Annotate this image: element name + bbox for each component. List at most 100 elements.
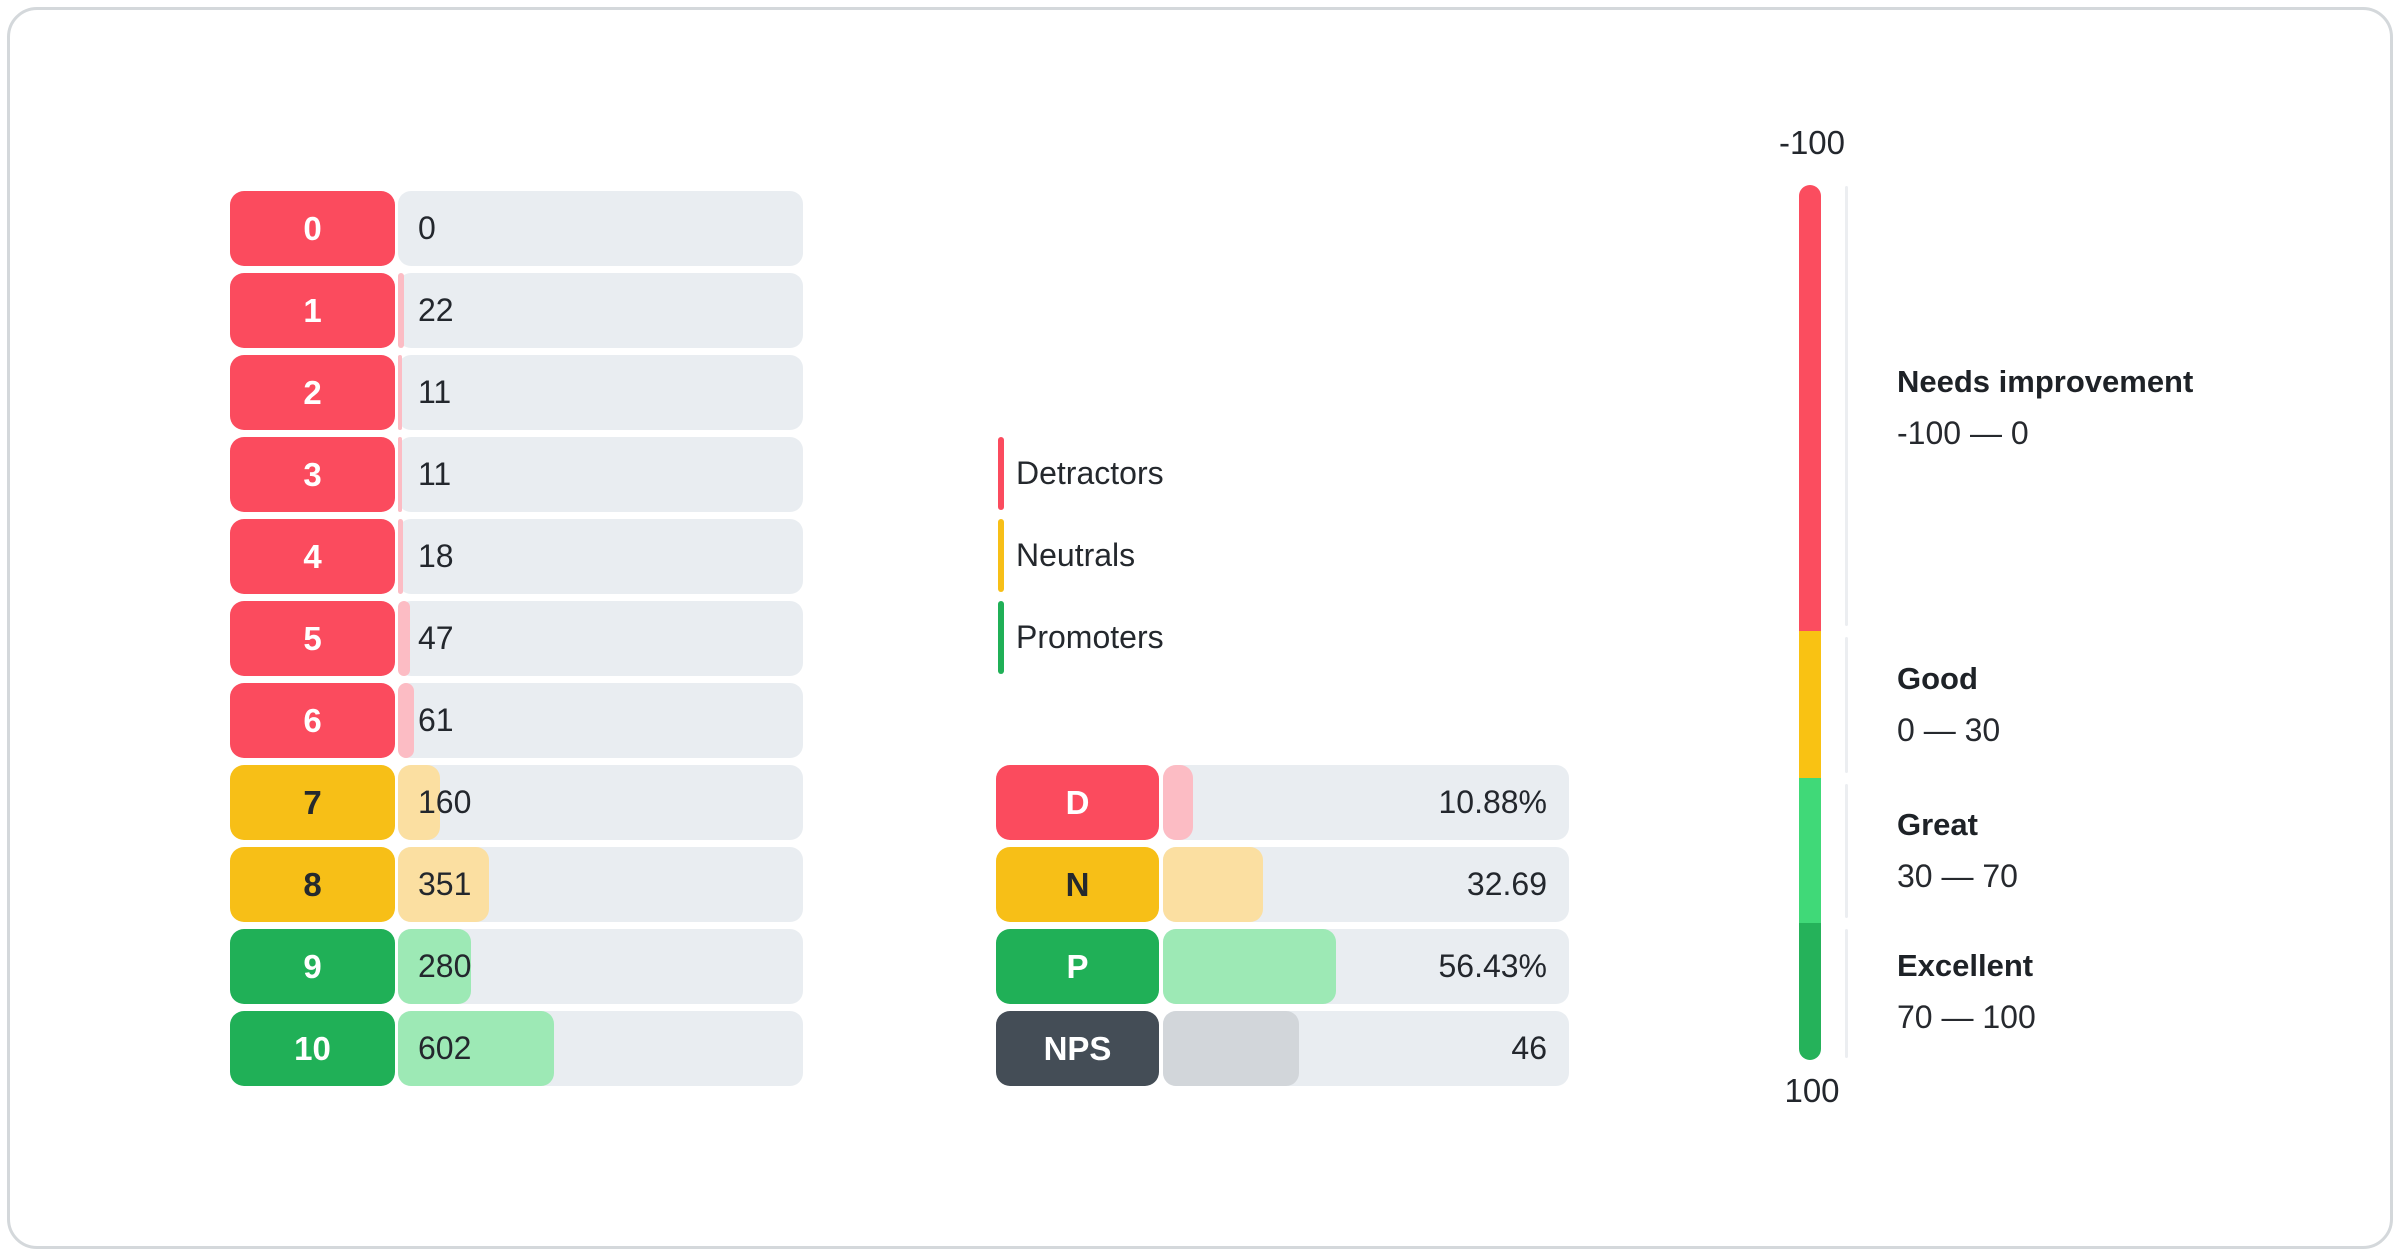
score-track [398, 273, 803, 348]
score-track [398, 437, 803, 512]
legend-swatch [998, 601, 1004, 674]
score-row: 3 11 [0, 437, 2400, 512]
gauge-tick-line [1845, 637, 1848, 773]
legend-item: Neutrals [0, 519, 2400, 592]
score-row: 5 47 [0, 601, 2400, 676]
score-fill [398, 929, 471, 1004]
score-row: 7 160 [0, 765, 2400, 840]
score-fill [398, 437, 402, 512]
summary-fill [1163, 1011, 1300, 1086]
score-row: 2 11 [0, 355, 2400, 430]
gauge-range-title: Needs improvement [1897, 364, 2194, 399]
gauge-range-values: 0 — 30 [1897, 711, 2001, 748]
score-track [398, 191, 803, 266]
score-fill [398, 273, 404, 348]
score-chip: 8 [230, 847, 395, 922]
summary-row: NPS 46 [0, 1011, 2400, 1086]
gauge-segment [1799, 923, 1821, 1060]
summary-chip: P [996, 929, 1159, 1004]
summary-value: 32.69 [1466, 866, 1547, 902]
gauge-segment [1799, 778, 1821, 923]
score-chip: 10 [230, 1011, 395, 1086]
count-label: 160 [418, 784, 472, 820]
score-fill [398, 847, 489, 922]
count-label: 61 [418, 702, 454, 738]
score-chip: 1 [230, 273, 395, 348]
gauge-min-label: 100 [1784, 1072, 1840, 1109]
gauge-segment [1799, 631, 1821, 778]
legend-item: Detractors [0, 437, 2400, 510]
summary-value: 56.43% [1438, 948, 1547, 984]
gauge-range-group: Excellent 70 — 100 [1897, 948, 2036, 1036]
gauge-range-values: -100 — 0 [1897, 415, 2029, 451]
summary-fill [1163, 847, 1264, 922]
score-row: 1 22 [0, 273, 2400, 348]
score-chip: 2 [230, 355, 395, 430]
gauge-range-title: Great [1897, 806, 1978, 842]
score-fill [398, 355, 402, 430]
score-row: 6 61 [0, 683, 2400, 758]
legend-swatch [998, 437, 1004, 510]
count-label: 602 [418, 1030, 472, 1066]
gauge-tick-line [1845, 929, 1848, 1058]
summary-row: P 56.43% [0, 929, 2400, 1004]
gauge-range-title: Excellent [1897, 947, 2034, 983]
score-fill [398, 601, 411, 676]
summary-chip: N [996, 847, 1159, 922]
gauge-range-values: 70 — 100 [1897, 998, 2036, 1035]
gauge-segment [1799, 185, 1821, 631]
summary-chip: NPS [996, 1011, 1159, 1086]
legend-label: Promoters [1016, 619, 1164, 655]
legend-label: Neutrals [1016, 537, 1136, 573]
gauge-range-values: 30 — 70 [1897, 857, 2018, 894]
count-label: 18 [418, 538, 454, 574]
score-track [398, 683, 803, 758]
gauge-tick-line [1845, 186, 1848, 626]
score-row: 8 351 [0, 847, 2400, 922]
score-fill [398, 1011, 554, 1086]
score-chip: 5 [230, 601, 395, 676]
summary-value: 46 [1511, 1030, 1547, 1066]
count-label: 11 [418, 456, 452, 492]
legend-label: Detractors [1016, 455, 1164, 491]
count-label: 351 [418, 866, 472, 902]
gauge-max-label: -100 [1778, 124, 1846, 161]
score-fill [398, 519, 403, 594]
score-chip: 6 [230, 683, 395, 758]
score-fill [398, 683, 414, 758]
summary-value: 10.88% [1438, 784, 1547, 820]
score-track [398, 601, 803, 676]
summary-row: N 32.69 [0, 847, 2400, 922]
score-track [398, 519, 803, 594]
score-track [398, 355, 803, 430]
legend-item: Promoters [0, 601, 2400, 674]
gauge-range-group: Needs improvement -100 — 0 [1897, 364, 2193, 452]
gauge-range-title: Good [1897, 660, 1978, 696]
summary-fill [1163, 765, 1193, 840]
score-fill [398, 765, 440, 840]
summary-chip: D [996, 765, 1159, 840]
gauge-range-group: Great 30 — 70 [1897, 807, 2018, 895]
score-track [398, 765, 803, 840]
count-label: 0 [418, 210, 436, 246]
score-chip: 9 [230, 929, 395, 1004]
legend-swatch [998, 519, 1004, 592]
score-row: 9 280 [0, 929, 2400, 1004]
count-label: 22 [418, 292, 454, 328]
gauge-bar [1799, 185, 1821, 1060]
score-chip: 4 [230, 519, 395, 594]
score-chip: 3 [230, 437, 395, 512]
gauge-range-group: Good 0 — 30 [1897, 661, 2000, 749]
score-row: 10 602 [0, 1011, 2400, 1086]
gauge-tick-line [1845, 784, 1848, 918]
score-chip: 0 [230, 191, 395, 266]
count-label: 47 [418, 620, 454, 656]
score-chip: 7 [230, 765, 395, 840]
score-row: 4 18 [0, 519, 2400, 594]
summary-fill [1163, 929, 1337, 1004]
summary-row: D 10.88% [0, 765, 2400, 840]
summary-track [1163, 765, 1569, 840]
count-label: 280 [418, 948, 472, 984]
